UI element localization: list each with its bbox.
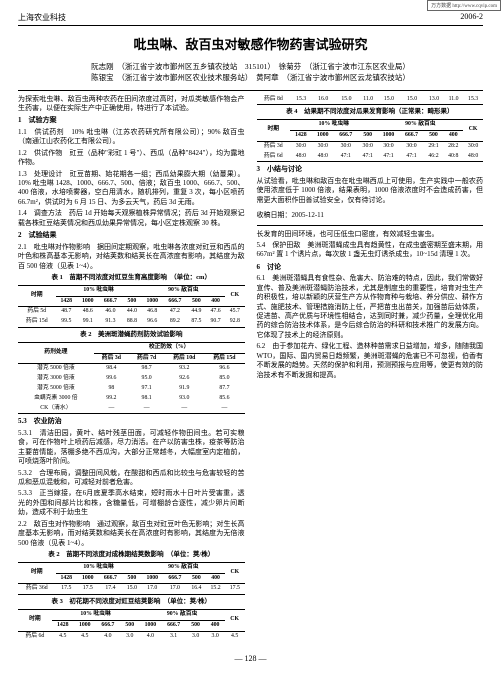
table-1: 时期10% 吡虫啉90% 敌百虫CK14281000666.7500100066… <box>18 285 245 328</box>
sec-5-3: 5.3 农业防治 <box>18 417 245 426</box>
sec-2-2: 2.2 敌百虫对作物影响 通过观察，敌百虫对豇豆叶色无影响；对生长高度基本无影响… <box>18 520 245 548</box>
sec-5-3-3: 5.3.3 正当嫁接，在6月底夏季高水结束，短时雨水十日叶片受害重，透光的外围和… <box>18 489 245 517</box>
authors-block: 阮志刚 （浙江省宁波市鄞州区五乡镇农技站 315101） 徐菊芬 （浙江省宁波市… <box>18 61 483 84</box>
table-4-title: 表 4 幼果期不同浓度对瓜果发育影响（正常果：畸形果） <box>257 108 484 117</box>
sec-3: 3 小结与讨论 <box>257 165 484 174</box>
sec-6: 6 讨论 <box>257 263 484 272</box>
sec-5-3-1: 5.3.1 清洁田园，黄叶、结叶残茎田面，可减轻作物田间虫。若可实粮食，可在作物… <box>18 429 245 467</box>
sec-5-4: 5.4 保护田敌 美洲斑潜蝇成虫具有趋黄性，在成虫盛密期至盛末期，用 667m²… <box>257 241 484 260</box>
sec-2: 2 试验结果 <box>18 231 245 240</box>
table-drug-title: 表 2 美洲斑潜蝇药剂防效试验影响 <box>18 331 245 340</box>
journal-name: 上海农业科技 <box>18 12 66 23</box>
sec-1-4: 1.4 调查方法 药后 1d 开始每天观察植株异常情况；药后 3d 开始观察记载… <box>18 209 245 228</box>
sec-6-2: 6.2 由于参加花卉、绿化工程、造林种苗需求日益增加，增多，随随我国 WTO，国… <box>257 342 484 380</box>
received-date: 收稿日期：2005-12-11 <box>257 211 484 220</box>
running-header: 上海农业科技 2006-2 <box>18 12 483 26</box>
sec-1-3: 1.3 处理设计 豇豆苗期、始花期各一组；西瓜幼果膨大期（幼蔓果）。10% 吡虫… <box>18 170 245 208</box>
table-4: 时期10% 吡虫啉90% 敌百虫CK14281000666.7500100066… <box>257 119 484 162</box>
issue: 2006-2 <box>460 12 483 23</box>
sec-1: 1 试验方案 <box>18 116 245 125</box>
intro: 为探索吡虫啉、敌百虫两种农药在田间浓度过高时，对瓜类敏感作物会产生药害，以便在实… <box>18 95 245 114</box>
url-tag: 万方数据 http://www.cqvip.com <box>427 0 501 11</box>
sec-2-1: 2.1 吡虫啉对作物影响 据田间定期观察，吡虫啉各浓度对豇豆和西瓜的叶色和株高基… <box>18 243 245 271</box>
sec-1-1: 1.1 供试药剂 10% 吡虫啉（江苏农药研究所有限公司）；90% 敌百虫（南通… <box>18 128 245 147</box>
authors-line-2: 陈银宝 （浙江省宁波市鄞州区农业技术服务站） 黄阿章 （浙江省宁波市鄞州区云龙镇… <box>18 72 483 83</box>
authors-line-1: 阮志刚 （浙江省宁波市鄞州区五乡镇农技站 315101） 徐菊芬 （浙江省宁波市… <box>18 61 483 72</box>
table-1-title: 表 1 苗期不同浓度对豇豆生育高度影响 （单位：cm） <box>18 274 245 283</box>
paper-title: 吡虫啉、敌百虫对敏感作物药害试验研究 <box>18 34 483 53</box>
sec-5-3-2: 5.3.2 合理布局，调整田间风栽，在酸甜和西瓜和比较虫与危害较轻的苦瓜和恶瓜混… <box>18 469 245 488</box>
sec-1-2: 1.2 供试作物 豇豆（品种"彩豇 1 号"）、西瓜（品种"8424"），均为露… <box>18 149 245 168</box>
page-number: — 128 — <box>18 654 483 663</box>
table-2-title: 表 2 苗期不同浓度对成株期结荚数影响 （单位：荚/株） <box>18 551 245 560</box>
right-extra-1: 长发育的田间环境，也可压低虫口密度，有效减轻虫害虫。 <box>257 230 484 239</box>
table-3-title: 表 3 初花期不同浓度对豇豆结荚影响 （单位：荚/株） <box>18 598 245 607</box>
sec-6-1: 6.1 美洲斑潜蝇具有食性杂、危害大、防治难的特点，因此，我们常做好宣传、普及美… <box>257 274 484 340</box>
table-2: 时期10% 吡虫啉90% 敌百虫CK14281000666.7500100066… <box>18 562 245 595</box>
table-drug: 药剂处理校正防效（%）药后 3d药后 7d药后 10d药后 15d潜克 5000… <box>18 342 245 415</box>
sec-3-body: 从试验看，吡虫啉和敌百虫在吡虫啉西瓜上可使用，生产实践中一般农药使用浓度低于 1… <box>257 177 484 205</box>
